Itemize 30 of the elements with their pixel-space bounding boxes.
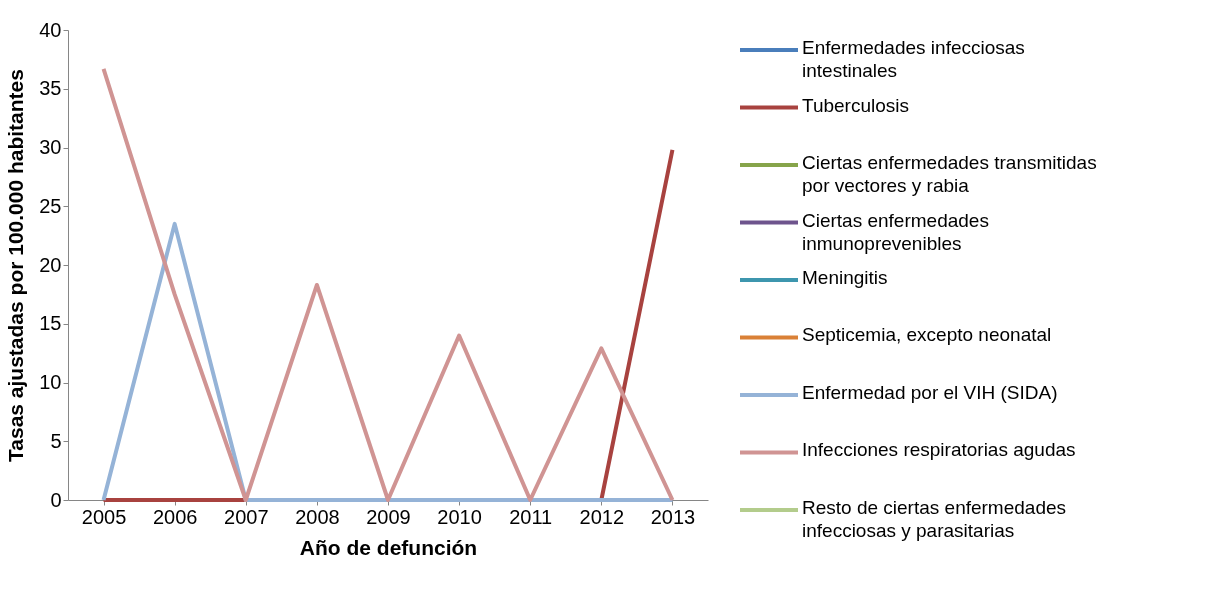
legend-label: Meningitis <box>802 267 888 288</box>
y-tick-label: 0 <box>50 488 62 511</box>
x-tick-label: 2011 <box>509 505 553 528</box>
x-axis-title: Año de defunción <box>299 535 478 559</box>
legend-label: Ciertas enfermedades inmunoprevenibles <box>802 209 989 254</box>
y-tick-label: 40 <box>39 18 62 41</box>
x-tick-label: 2006 <box>152 505 198 528</box>
legend-label: Tuberculosis <box>802 94 910 116</box>
x-tick-label: 2010 <box>437 505 482 528</box>
x-tick-label: 2012 <box>579 505 625 528</box>
legend-label: Infecciones respiratorias agudas <box>802 439 1076 461</box>
x-tick-label: 2009 <box>366 505 411 528</box>
x-tick-label: 2008 <box>295 505 340 528</box>
y-tick-label: 30 <box>39 136 62 158</box>
y-tick-label: 20 <box>39 253 62 276</box>
legend-label: Enfermedades infecciosas intestinales <box>802 37 1025 82</box>
x-tick-label: 2005 <box>81 505 127 528</box>
x-tick-label: 2013 <box>650 505 696 528</box>
y-tick-label: 10 <box>39 371 62 393</box>
legend-label: Enfermedad por el VIH (SIDA) <box>802 381 1058 403</box>
legend-label: Resto de ciertas enfermedades infecciosas y parasitarias <box>802 496 1067 541</box>
y-tick-label: 15 <box>39 312 62 335</box>
y-tick-label: 25 <box>39 194 62 217</box>
y-tick-label: 35 <box>39 77 62 100</box>
y-axis-title: Tasas ajustadas por 100.000 habitantes <box>4 69 28 462</box>
legend-label: Ciertas enfermedades transmitidas por vectores y rabia <box>802 152 1097 197</box>
legend-label: Septicemia, excepto neonatal <box>802 324 1052 346</box>
y-tick-label: 5 <box>50 429 62 452</box>
x-tick-label: 2007 <box>224 505 269 528</box>
line-series <box>101 66 675 502</box>
